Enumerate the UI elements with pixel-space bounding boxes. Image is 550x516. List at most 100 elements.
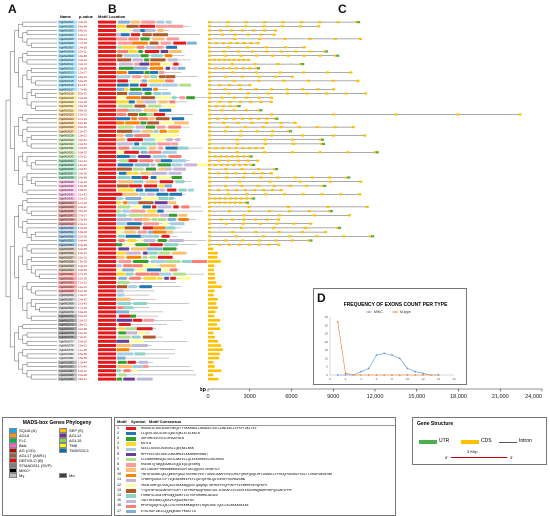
cds-exon [208, 54, 211, 57]
legend-label: TM3/SOC1 [69, 448, 90, 453]
cds-exon [263, 21, 267, 24]
gene-pvalue: 6.3e-56 [78, 247, 87, 251]
gene-pvalue: 9.6e-65 [78, 121, 87, 125]
cds-exon [208, 272, 215, 276]
motif-box [131, 146, 147, 150]
exon-count-chart-box: D FREQUENCY OF EXONS COUNT PER TYPE 0 2 4 6… [313, 288, 467, 385]
gene-row: VgMADS35 1.6e-26 [58, 163, 256, 167]
motif-box [137, 230, 147, 234]
cds-exon [225, 155, 229, 158]
cds-exon [239, 130, 243, 133]
motif-box [117, 83, 129, 87]
motif-box [148, 150, 162, 154]
cds-exon [208, 293, 214, 297]
gene-name-bg [58, 306, 77, 310]
gene-pvalue: 2.3e-57 [78, 167, 87, 171]
motif-box [144, 184, 158, 188]
motif-box [128, 50, 138, 53]
gene-name: VgMADS07 [59, 45, 74, 49]
gene-pvalue: 5.2e-11 [78, 50, 87, 54]
cds-exon [240, 117, 244, 120]
motif-box [159, 75, 166, 79]
cds-exon [283, 46, 287, 49]
gene-pvalue: 7.0e-22 [78, 113, 87, 117]
motif-box [156, 176, 171, 179]
motif-box [117, 205, 130, 209]
chart-x-tick: 6 [376, 377, 378, 381]
motif-box [159, 180, 174, 184]
axis-tick-label: 15,000 [408, 394, 425, 400]
cds-exon [250, 163, 254, 166]
phylogeny-legend-item: TM8 [59, 443, 105, 448]
gene-pvalue: 3.1e-61 [78, 192, 87, 196]
cds-exon [308, 50, 312, 53]
gene-pvalue: 9.4e-55 [78, 268, 87, 272]
motif-box [141, 96, 155, 100]
cds-exon [223, 197, 227, 200]
series-point [383, 374, 386, 376]
motif-box [156, 192, 169, 196]
cds-exon [259, 100, 263, 103]
gene-pvalue: 2.5e-49 [78, 104, 87, 108]
gene-row: VgMADS64 4.6e-14 [58, 285, 222, 289]
gene-row: VgMADS50 5.0e-48 [58, 226, 342, 230]
motif-box [116, 230, 122, 234]
motif-box [98, 377, 116, 381]
motif-box [144, 58, 150, 62]
cds-exon [267, 243, 271, 246]
gene-name: VgMADS78 [59, 344, 74, 348]
gene-row: VgMADS42 3.1e-61 [58, 192, 362, 196]
gene-name-bg [58, 272, 77, 276]
motif-consensus: VKEWTAMFQATKAQIEEREKKNQQSSTQAQHQETNPHGPP… [141, 483, 268, 488]
motif-box [98, 45, 116, 49]
motif-box [98, 373, 116, 377]
cds-exon [263, 29, 267, 32]
gene-name-bg [58, 79, 77, 83]
cds-exon [208, 117, 211, 120]
cds-exon [292, 222, 296, 225]
motif-box [98, 314, 116, 318]
motif-box [98, 264, 116, 268]
cds-exon [222, 121, 226, 124]
gene-name-bg [58, 234, 77, 238]
motif-box [98, 180, 116, 184]
motif-box [135, 272, 150, 276]
gene-row: VgMADS21 2.5e-49 [58, 104, 241, 108]
motif-box [116, 92, 128, 95]
motif-box [116, 264, 122, 268]
motif-box [142, 218, 150, 221]
motif-box [98, 159, 116, 163]
motif-box [98, 24, 116, 28]
phylogeny-motif-structure-figure: VgMADS01 3.4e-15 VgMADS02 8.6e-48 VgMADS03 8.… [5, 20, 522, 381]
cds-exon [208, 134, 211, 137]
motif-box [164, 243, 178, 247]
series-line-mikc [337, 353, 439, 376]
motif-number: 7 [117, 457, 120, 462]
gene-name: VgMADS62 [59, 276, 74, 280]
motif-box [125, 327, 137, 331]
legend-label: SQUA (A) [19, 428, 37, 433]
gene-row: VgMADS74 3.2e-68 [58, 327, 221, 331]
motif-number: 1 [117, 426, 120, 431]
gene-name: VgMADS63 [59, 281, 74, 285]
motif-box [117, 289, 124, 293]
motif-box [165, 226, 176, 230]
cds-exon [219, 218, 223, 221]
motif-box [157, 96, 171, 100]
gene-name: VgMADS28 [59, 134, 74, 138]
gene-name-bg [58, 87, 77, 91]
gene-name: VgMADS38 [59, 176, 74, 180]
legend-label: Mγ [19, 473, 25, 478]
motif-box [135, 243, 149, 247]
series-point [336, 321, 339, 323]
motif-box [116, 285, 128, 289]
legend-label: M-type [400, 310, 411, 314]
gene-row: VgMADS22 9.8e-25 [58, 108, 263, 112]
motif-box [118, 276, 127, 280]
cds-exon [228, 147, 232, 150]
cds-exon [238, 100, 242, 103]
motif-box [129, 83, 139, 87]
gene-row: VgMADS30 2.2e-51 [58, 142, 326, 146]
motif-box [159, 108, 172, 112]
cds-exon [213, 155, 217, 158]
